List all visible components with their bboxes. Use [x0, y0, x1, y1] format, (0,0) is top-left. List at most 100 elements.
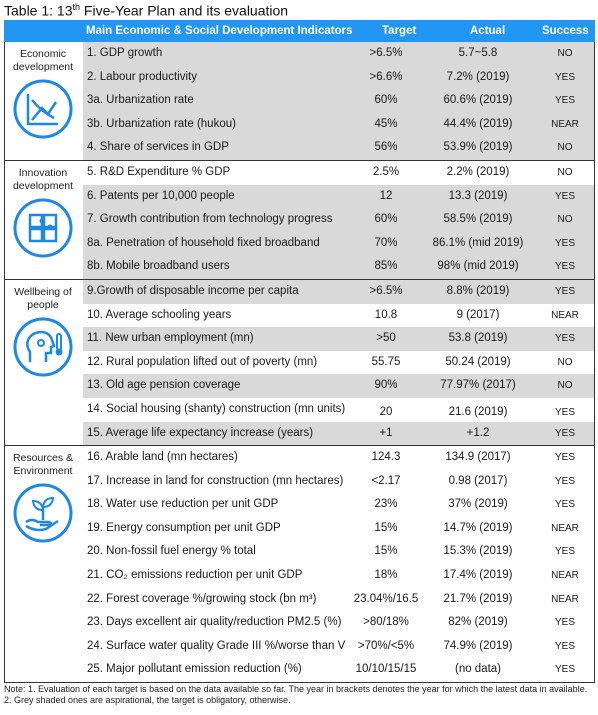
- section-economic-development: Economic development 1. GDP growth >6.5% 5.…: [4, 42, 595, 161]
- target-cell: 10.8: [374, 308, 398, 321]
- target-cell: >6.6%: [369, 70, 403, 83]
- table-row: 13. Old age pension coverage 90% 77.97% (2…: [83, 374, 594, 398]
- indicator-cell: 18. Water use reduction per unit GDP: [87, 498, 279, 511]
- target-cell: 23%: [374, 498, 398, 511]
- success-cell: NO: [557, 214, 573, 226]
- success-cell: YES: [554, 452, 575, 464]
- table-row: 12. Rural population lifted out of pover…: [83, 351, 594, 375]
- table-row: 16. Arable land (mn hectares) 124.3 134.9 …: [83, 446, 594, 470]
- target-cell: 55.75: [371, 355, 401, 368]
- indicator-cell: 22. Forest coverage %/growing stock (bn …: [87, 592, 317, 605]
- target-cell: 20: [379, 405, 393, 418]
- success-cell: YES: [554, 664, 575, 676]
- target-cell: 18%: [374, 569, 398, 582]
- actual-cell: 53.9% (2019): [443, 141, 513, 154]
- target-cell: >6.5%: [369, 47, 403, 59]
- table-row: 3b. Urbanization rate (hukou) 45% 44.4% (2…: [83, 112, 594, 137]
- table-row: 3a. Urbanization rate 60% 60.6% (2019) YES: [83, 89, 594, 113]
- footnote: Note: 1. Evaluation of each target is ba…: [4, 684, 588, 705]
- target-cell: 12: [379, 189, 393, 202]
- indicator-cell: 9.Growth of disposable income per capita: [87, 284, 299, 297]
- table-header: Main Economic & Social Development Indic…: [4, 20, 595, 42]
- category-cell: Innovation development: [5, 161, 81, 279]
- target-cell: 124.3: [371, 451, 401, 464]
- indicator-cell: 19. Energy consumption per unit GDP: [87, 521, 281, 534]
- target-cell: >80/18%: [363, 616, 409, 629]
- success-cell: YES: [554, 333, 575, 345]
- table-row: 25. Major pollutant emission reduction (…: [83, 658, 594, 682]
- table-row: 4. Share of services in GDP 56% 53.9% (201…: [83, 136, 594, 160]
- success-cell: YES: [554, 95, 575, 107]
- success-cell: NO: [557, 48, 573, 59]
- success-cell: YES: [554, 475, 575, 487]
- success-cell: NEAR: [551, 118, 579, 130]
- table-row: 1. GDP growth >6.5% 5.7~5.8 NO: [83, 42, 594, 66]
- success-cell: NO: [557, 380, 573, 392]
- table-row: 19. Energy consumption per unit GDP 15% 14…: [83, 517, 594, 541]
- target-cell: >6.5%: [369, 284, 403, 297]
- actual-cell: 7.2% (2019): [446, 70, 510, 83]
- indicator-cell: 8a. Penetration of household fixed broad…: [87, 236, 320, 249]
- success-cell: YES: [554, 190, 575, 202]
- chart-trend-icon: [12, 78, 74, 140]
- table-row: 15. Average life expectancy increase (ye…: [83, 421, 594, 446]
- indicator-cell: 8b. Mobile broadband users: [87, 260, 230, 273]
- target-cell: 70%: [374, 236, 398, 249]
- success-cell: NEAR: [551, 309, 579, 321]
- actual-cell: (no data): [454, 663, 502, 676]
- table-row: 8a. Penetration of household fixed broad…: [83, 231, 594, 256]
- success-cell: NO: [557, 356, 573, 368]
- section-innovation-development: Innovation development 5. R&D Expenditure…: [4, 160, 595, 280]
- target-cell: 10/10/15/15: [355, 663, 417, 676]
- hand-plant-icon: [12, 482, 74, 544]
- success-cell: YES: [554, 617, 575, 629]
- table-title: Table 1: 13th Five-Year Plan and its eva…: [4, 2, 289, 19]
- actual-cell: 8.8% (2019): [446, 284, 510, 297]
- target-cell: >50: [376, 332, 396, 345]
- indicator-cell: 20. Non-fossil fuel energy % total: [87, 545, 256, 558]
- actual-cell: 134.9 (2017): [445, 451, 511, 464]
- indicator-cell: 16. Arable land (mn hectares): [87, 451, 238, 464]
- target-cell: 23.04%/16.5: [353, 592, 419, 605]
- table-row: 7. Growth contribution from technology p…: [83, 208, 594, 232]
- category-label: Economic development: [12, 48, 74, 73]
- indicator-cell: 21. CO₂ emissions reduction per unit GDP: [87, 569, 303, 582]
- success-cell: NO: [557, 166, 573, 178]
- table-row: 5. R&D Expenditure % GDP 2.5% 2.2% (2019) N…: [83, 161, 594, 185]
- actual-cell: 98% (mid 2019): [437, 260, 519, 273]
- category-cell: Wellbeing of people: [5, 280, 81, 445]
- header-success: Success: [542, 25, 589, 37]
- actual-cell: 50.24 (2019): [445, 355, 511, 368]
- target-cell: 2.5%: [372, 165, 400, 178]
- success-cell: YES: [554, 71, 575, 83]
- target-cell: 90%: [374, 379, 398, 392]
- actual-cell: 37% (2019): [448, 498, 508, 511]
- indicator-cell: 5. R&D Expenditure % GDP: [87, 165, 231, 178]
- table-row: 24. Surface water quality Grade III %/wo…: [83, 635, 594, 659]
- indicator-cell: 15. Average life expectancy increase (ye…: [87, 426, 314, 439]
- actual-cell: 53.8 (2019): [448, 332, 508, 345]
- indicator-cell: 1. GDP growth: [87, 47, 163, 59]
- header-actual: Actual: [470, 25, 506, 37]
- table-row: 6. Patents per 10,000 people 12 13.3 (2019…: [83, 184, 594, 209]
- target-cell: >70%/<5%: [357, 639, 415, 652]
- table-row: 2. Labour productivity >6.6% 7.2% (2019) YE…: [83, 65, 594, 90]
- actual-cell: 82% (2019): [448, 616, 508, 629]
- indicator-cell: 2. Labour productivity: [87, 70, 197, 83]
- target-cell: +1: [379, 426, 393, 439]
- actual-cell: 60.6% (2019): [443, 94, 513, 107]
- table-row: 9.Growth of disposable income per capita…: [83, 279, 594, 304]
- target-cell: <2.17: [371, 474, 401, 487]
- actual-cell: 9 (2017): [456, 308, 500, 321]
- success-cell: NEAR: [551, 593, 579, 605]
- success-cell: YES: [554, 261, 575, 273]
- indicator-cell: 4. Share of services in GDP: [87, 141, 229, 154]
- table-row: 21. CO₂ emissions reduction per unit GDP…: [83, 564, 594, 588]
- target-cell: 60%: [374, 94, 398, 107]
- actual-cell: 0.98 (2017): [448, 474, 508, 487]
- table-row: 20. Non-fossil fuel energy % total 15% 15.…: [83, 540, 594, 564]
- indicator-cell: 14. Social housing (shanty) construction…: [87, 402, 346, 415]
- indicator-cell: 6. Patents per 10,000 people: [87, 189, 235, 202]
- table-row: 10. Average schooling years 10.8 9 (2017) N…: [83, 304, 594, 328]
- actual-cell: 13.3 (2019): [448, 189, 508, 202]
